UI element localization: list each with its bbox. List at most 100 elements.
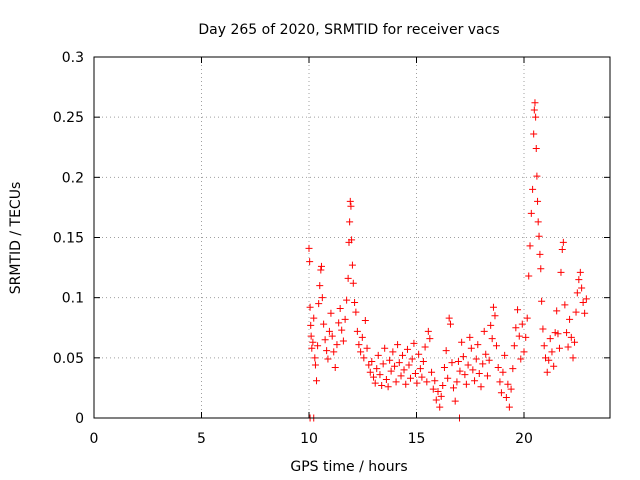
data-point <box>496 378 504 386</box>
data-point <box>434 388 442 396</box>
data-point <box>527 209 535 217</box>
data-point <box>429 385 437 393</box>
chart-title: Day 265 of 2020, SRMTID for receiver vac… <box>198 22 499 38</box>
data-point <box>451 397 459 405</box>
data-point <box>411 369 419 377</box>
data-point <box>557 268 565 276</box>
data-point <box>510 342 518 350</box>
data-point <box>366 368 374 376</box>
data-point <box>402 380 410 388</box>
data-point <box>472 355 480 363</box>
data-point <box>346 197 354 205</box>
data-point <box>531 99 539 107</box>
data-point <box>415 350 423 358</box>
data-point <box>419 357 427 365</box>
data-point <box>567 333 575 341</box>
data-point <box>579 298 587 306</box>
data-point <box>320 320 328 328</box>
data-point <box>328 332 336 340</box>
data-point <box>545 356 553 364</box>
data-point <box>512 324 520 332</box>
data-point <box>373 365 381 373</box>
data-point <box>333 341 341 349</box>
data-point <box>474 341 482 349</box>
data-point <box>449 384 457 392</box>
data-point <box>339 337 347 345</box>
x-tick-labels: 0 5 10 15 20 <box>90 431 533 447</box>
data-point <box>487 321 495 329</box>
data-point <box>413 379 421 387</box>
data-point <box>453 378 461 386</box>
data-point <box>349 279 357 287</box>
data-point <box>389 348 397 356</box>
data-point <box>550 362 558 370</box>
data-point <box>368 357 376 365</box>
data-point <box>448 359 456 367</box>
data-point <box>395 359 403 367</box>
data-point <box>353 327 361 335</box>
data-point <box>408 355 416 363</box>
data-point <box>360 354 368 362</box>
data-point <box>436 403 444 411</box>
data-point <box>546 335 554 343</box>
data-point <box>482 350 490 358</box>
data-point <box>432 396 440 404</box>
data-point <box>405 361 413 369</box>
data-point <box>421 343 429 351</box>
data-point <box>321 336 329 344</box>
data-point <box>410 339 418 347</box>
data-point <box>424 327 432 335</box>
data-point <box>518 320 526 328</box>
data-point <box>376 371 384 379</box>
data-point <box>317 262 325 270</box>
data-point <box>497 389 505 397</box>
data-point <box>581 309 589 317</box>
data-point <box>504 380 512 388</box>
x-tick-label: 10 <box>300 431 318 447</box>
data-point <box>381 344 389 352</box>
data-point <box>406 374 414 382</box>
data-point <box>454 357 462 365</box>
data-point <box>315 300 323 308</box>
data-point <box>578 284 586 292</box>
data-point <box>338 326 346 334</box>
data-point <box>488 335 496 343</box>
data-point <box>314 342 322 350</box>
data-point <box>475 369 483 377</box>
x-tick-label: 5 <box>197 431 206 447</box>
data-point <box>323 347 331 355</box>
y-tick-label: 0.1 <box>62 291 84 307</box>
data-point <box>317 266 325 274</box>
data-point <box>363 344 371 352</box>
data-point <box>418 373 426 381</box>
data-point <box>347 202 355 210</box>
data-point <box>540 342 548 350</box>
data-point <box>492 342 500 350</box>
data-point <box>399 351 407 359</box>
data-point <box>485 356 493 364</box>
data-point <box>480 327 488 335</box>
data-point <box>325 327 333 335</box>
data-point <box>532 113 540 121</box>
data-point <box>306 303 314 311</box>
data-point <box>566 315 574 323</box>
data-point <box>532 144 540 152</box>
data-point <box>352 308 360 316</box>
data-point <box>461 371 469 379</box>
data-point <box>371 379 379 387</box>
data-point <box>327 309 335 317</box>
data-point <box>462 380 470 388</box>
data-point <box>343 296 351 304</box>
data-point <box>509 365 517 373</box>
data-point <box>535 232 543 240</box>
y-tick-label: 0.2 <box>62 170 84 186</box>
data-point <box>446 320 454 328</box>
data-point <box>444 374 452 382</box>
data-point <box>386 356 394 364</box>
data-point <box>538 297 546 305</box>
data-point <box>477 383 485 391</box>
y-tick-label: 0.05 <box>53 351 84 367</box>
data-point <box>355 341 363 349</box>
data-point <box>571 338 579 346</box>
data-point <box>514 306 522 314</box>
